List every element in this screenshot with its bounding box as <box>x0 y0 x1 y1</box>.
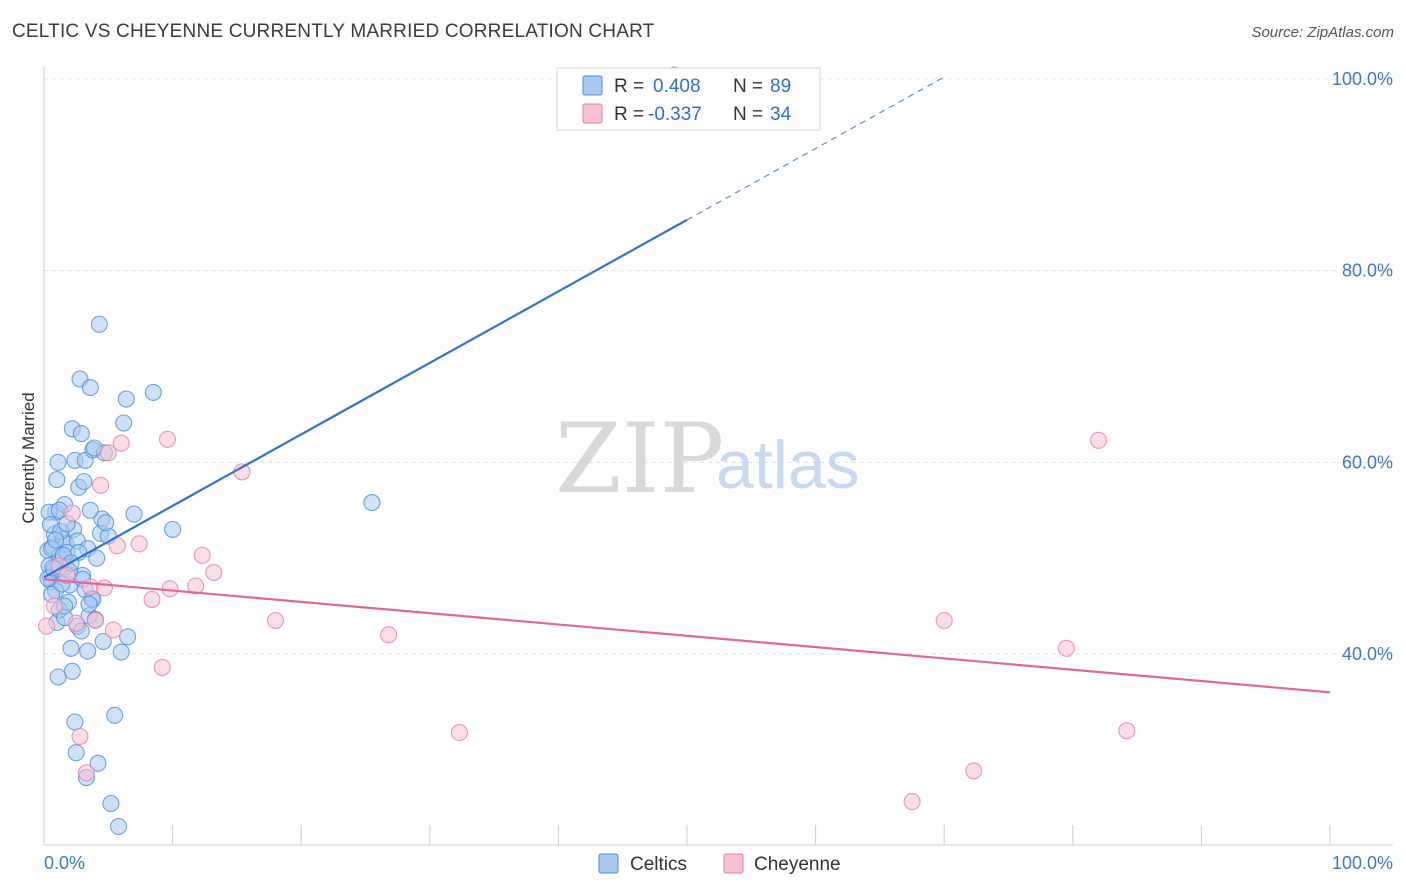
legend-swatch-celtics <box>582 75 603 96</box>
point-celtics-44 <box>112 643 130 661</box>
y-axis-label: Currently Married <box>19 392 38 523</box>
point-cheyenne-31 <box>1057 639 1075 657</box>
y-tick-label-3: 100.0% <box>1332 69 1393 89</box>
point-cheyenne-18 <box>153 658 171 676</box>
point-cheyenne-33 <box>1118 722 1136 740</box>
point-celtics-26 <box>72 425 90 443</box>
legend-n-label-cheyenne: N = <box>733 104 763 125</box>
point-celtics-45 <box>115 414 133 432</box>
legend-n-label-celtics: N = <box>733 76 763 97</box>
point-cheyenne-3 <box>58 566 76 584</box>
chart-title: CELTIC VS CHEYENNE CURRENTLY MARRIED COR… <box>12 21 655 42</box>
point-celtics-58 <box>49 668 67 686</box>
legend-r-label-cheyenne: R = <box>614 104 644 125</box>
point-celtics-46 <box>117 390 135 408</box>
point-cheyenne-17 <box>143 590 161 608</box>
point-celtics-50 <box>363 494 381 512</box>
point-celtics-28 <box>75 472 93 491</box>
trend-lines <box>43 76 1331 694</box>
point-cheyenne-32 <box>1089 431 1108 449</box>
watermark: ZIP atlas <box>555 403 860 515</box>
series-cheyenne <box>38 430 1136 811</box>
point-celtics-49 <box>164 520 182 538</box>
point-cheyenne-16 <box>130 535 148 553</box>
point-celtics-66 <box>66 713 84 731</box>
point-cheyenne-1 <box>45 597 63 615</box>
x-tick-label-1: 100.0% <box>1332 853 1393 873</box>
point-cheyenne-15 <box>112 434 130 452</box>
point-celtics-71 <box>81 501 99 519</box>
point-cheyenne-5 <box>67 614 85 632</box>
point-cheyenne-28 <box>903 793 921 811</box>
bottom-legend-label-celtics: Celtics <box>630 854 687 875</box>
point-celtics-8 <box>49 453 67 471</box>
point-cheyenne-13 <box>104 621 122 639</box>
trend-line-celtics-extension <box>686 76 945 221</box>
point-celtics-65 <box>63 662 81 680</box>
point-cheyenne-26 <box>380 626 398 644</box>
bottom-legend-label-cheyenne: Cheyenne <box>754 854 841 875</box>
point-celtics-33 <box>81 379 99 397</box>
point-cheyenne-12 <box>99 444 117 462</box>
y-tick-label-1: 60.0% <box>1342 452 1393 472</box>
point-cheyenne-30 <box>965 762 983 780</box>
legend-n-value-celtics: 89 <box>770 76 791 97</box>
point-cheyenne-7 <box>77 764 95 782</box>
trend-line-celtics <box>43 218 688 579</box>
legend-swatch-cheyenne <box>582 103 603 124</box>
y-tick-labels: 40.0% 60.0% 80.0% 100.0% <box>1332 69 1393 664</box>
point-celtics-18 <box>62 639 80 657</box>
point-celtics-48 <box>144 383 162 401</box>
bottom-legend-swatch-celtics <box>598 853 619 874</box>
point-celtics-37 <box>89 754 107 772</box>
bottom-legend: Celtics Cheyenne <box>598 853 841 875</box>
watermark-atlas: atlas <box>716 427 860 503</box>
y-tick-label-0: 40.0% <box>1342 644 1393 664</box>
bottom-legend-swatch-cheyenne <box>723 853 744 874</box>
point-celtics-22 <box>67 744 85 762</box>
legend: R = 0.408 N = 89 R = -0.337 N = 34 <box>556 67 821 131</box>
legend-r-value-cheyenne: -0.337 <box>648 104 702 125</box>
y-tick-label-2: 80.0% <box>1342 261 1393 281</box>
point-celtics-87 <box>97 514 115 532</box>
point-celtics-77 <box>119 628 137 646</box>
grid <box>44 78 1393 655</box>
point-cheyenne-27 <box>450 724 468 742</box>
axes <box>43 66 1393 846</box>
point-celtics-76 <box>102 794 120 813</box>
point-celtics-7 <box>48 471 66 489</box>
point-cheyenne-23 <box>205 563 223 582</box>
point-cheyenne-6 <box>71 727 89 745</box>
point-cheyenne-19 <box>158 430 177 448</box>
point-celtics-40 <box>94 632 112 651</box>
legend-r-value-celtics: 0.408 <box>653 76 701 97</box>
point-celtics-38 <box>90 315 108 333</box>
legend-n-value-cheyenne: 34 <box>770 104 792 125</box>
trend-line-cheyenne <box>43 578 1331 694</box>
data-points <box>38 66 1136 836</box>
point-cheyenne-25 <box>266 611 285 630</box>
point-cheyenne-11 <box>95 579 113 597</box>
point-cheyenne-21 <box>187 577 205 595</box>
point-cheyenne-29 <box>935 611 953 630</box>
point-celtics-73 <box>88 549 106 567</box>
point-cheyenne-0 <box>38 617 56 635</box>
watermark-zip: ZIP <box>555 403 724 515</box>
point-cheyenne-10 <box>92 476 110 494</box>
point-cheyenne-4 <box>63 504 81 522</box>
legend-r-label-celtics: R = <box>614 76 644 97</box>
point-cheyenne-9 <box>86 611 104 630</box>
point-celtics-47 <box>125 505 143 523</box>
point-cheyenne-22 <box>193 546 211 564</box>
x-tick-label-0: 0.0% <box>44 853 85 873</box>
point-cheyenne-8 <box>81 578 99 596</box>
point-celtics-90 <box>80 595 98 613</box>
point-celtics-86 <box>47 531 65 549</box>
point-celtics-42 <box>106 706 124 724</box>
point-celtics-43 <box>110 817 128 836</box>
point-celtics-31 <box>79 642 97 660</box>
x-tick-labels: 0.0% 100.0% <box>44 853 1393 873</box>
source-label: Source: ZipAtlas.com <box>1251 24 1394 41</box>
